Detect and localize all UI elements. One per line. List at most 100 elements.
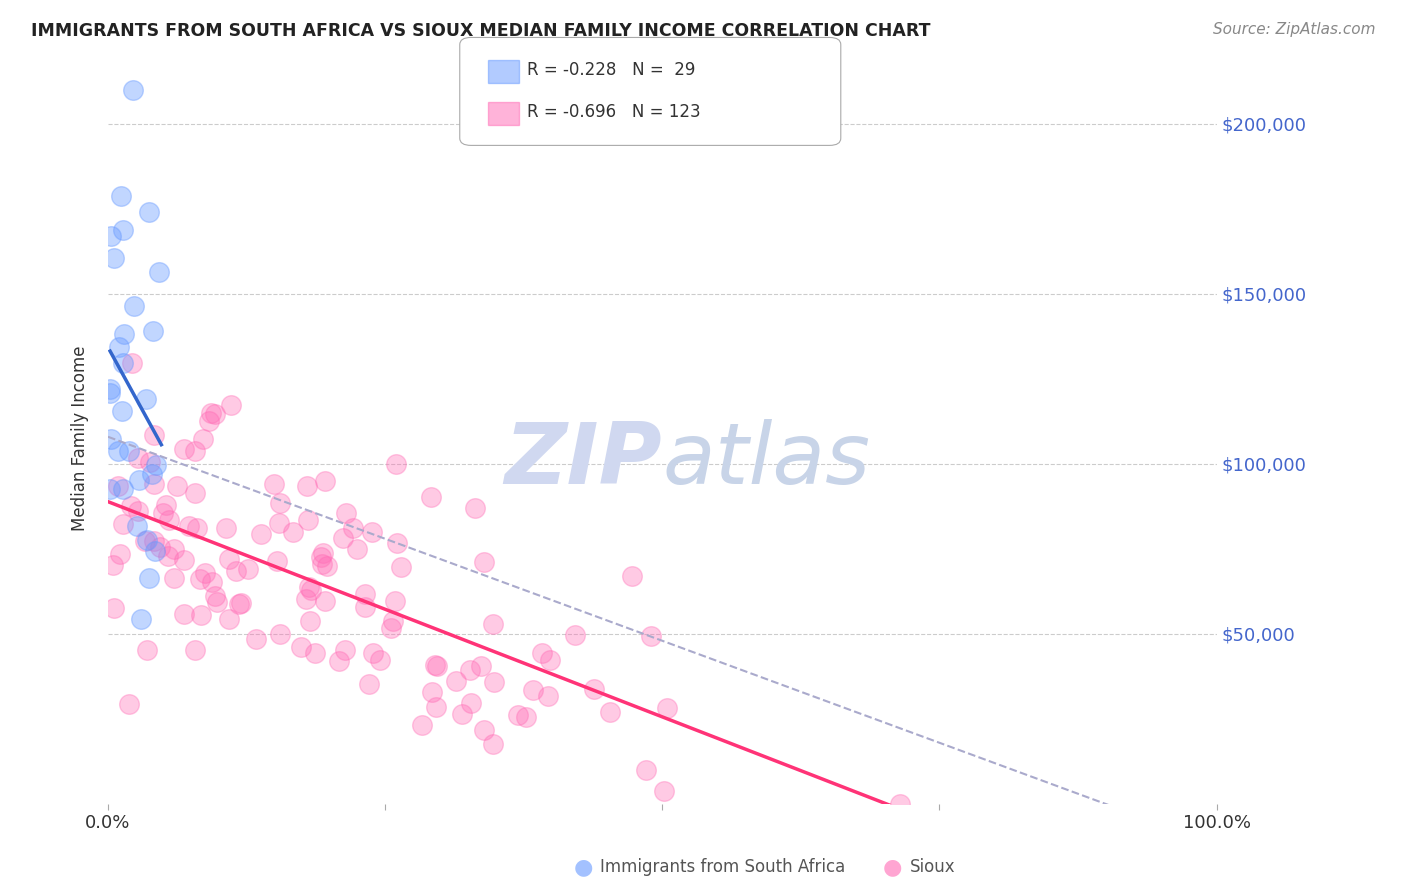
Point [316, 559, 339, 574]
Point [380, 621, 402, 635]
Point [225, 564, 247, 578]
Point [139, 455, 162, 469]
Point [361, 524, 384, 539]
Point [101, 558, 124, 572]
Point [411, 718, 433, 732]
Text: ZIP: ZIP [505, 419, 662, 502]
Point [368, 653, 391, 667]
Point [652, 784, 675, 798]
Point [149, 540, 172, 554]
Text: Sioux: Sioux [910, 858, 955, 876]
Point [138, 571, 160, 585]
Point [250, 527, 273, 541]
Point [314, 594, 336, 608]
Point [138, 205, 160, 219]
Point [269, 496, 291, 510]
Point [183, 443, 205, 458]
Point [152, 506, 174, 520]
Point [426, 659, 449, 673]
Point [157, 549, 180, 563]
Point [450, 707, 472, 722]
Point [657, 701, 679, 715]
Point [190, 608, 212, 623]
Point [481, 737, 503, 751]
Point [100, 228, 122, 243]
Point [103, 252, 125, 266]
Point [311, 546, 333, 560]
Point [444, 673, 467, 688]
Point [110, 189, 132, 203]
Text: R = -0.228   N =  29: R = -0.228 N = 29 [527, 62, 696, 79]
Point [281, 525, 304, 540]
Text: Source: ZipAtlas.com: Source: ZipAtlas.com [1212, 22, 1375, 37]
Point [173, 607, 195, 621]
Point [145, 458, 167, 473]
Point [111, 482, 134, 496]
Point [346, 542, 368, 557]
Point [920, 838, 942, 853]
Point [193, 432, 215, 446]
Point [385, 457, 408, 471]
Point [127, 504, 149, 518]
Point [482, 617, 505, 632]
Point [333, 643, 356, 657]
Point [228, 597, 250, 611]
Point [515, 710, 537, 724]
Point [269, 626, 291, 640]
Point [295, 591, 318, 606]
Point [129, 612, 152, 626]
Point [425, 658, 447, 673]
Point [484, 674, 506, 689]
Point [98, 386, 121, 401]
Point [537, 690, 560, 704]
Point [143, 533, 166, 548]
Point [354, 587, 377, 601]
Point [298, 614, 321, 628]
Point [186, 521, 208, 535]
Y-axis label: Median Family Income: Median Family Income [72, 346, 89, 532]
Text: ●: ● [574, 857, 593, 877]
Point [332, 532, 354, 546]
Point [335, 506, 357, 520]
Point [135, 643, 157, 657]
Text: atlas: atlas [662, 419, 870, 502]
Point [357, 676, 380, 690]
Point [103, 601, 125, 615]
Point [112, 356, 135, 370]
Point [188, 572, 211, 586]
Point [112, 326, 135, 341]
Point [245, 632, 267, 646]
Point [522, 682, 544, 697]
Point [599, 705, 621, 719]
Point [314, 475, 336, 489]
Point [472, 555, 495, 569]
Point [508, 708, 530, 723]
Point [297, 513, 319, 527]
Point [100, 432, 122, 446]
Point [166, 479, 188, 493]
Point [342, 520, 364, 534]
Point [205, 595, 228, 609]
Point [419, 491, 441, 505]
Point [381, 615, 404, 629]
Point [121, 83, 143, 97]
Point [204, 589, 226, 603]
Point [183, 486, 205, 500]
Text: ●: ● [883, 857, 903, 877]
Point [328, 654, 350, 668]
Point [231, 596, 253, 610]
Point [266, 553, 288, 567]
Point [458, 663, 481, 677]
Point [112, 517, 135, 532]
Point [125, 518, 148, 533]
Point [621, 569, 644, 583]
Point [474, 723, 496, 737]
Point [538, 653, 561, 667]
Point [236, 562, 259, 576]
Point [582, 682, 605, 697]
Point [98, 483, 121, 497]
Point [889, 797, 911, 811]
Point [107, 444, 129, 458]
Point [173, 442, 195, 456]
Point [163, 571, 186, 585]
